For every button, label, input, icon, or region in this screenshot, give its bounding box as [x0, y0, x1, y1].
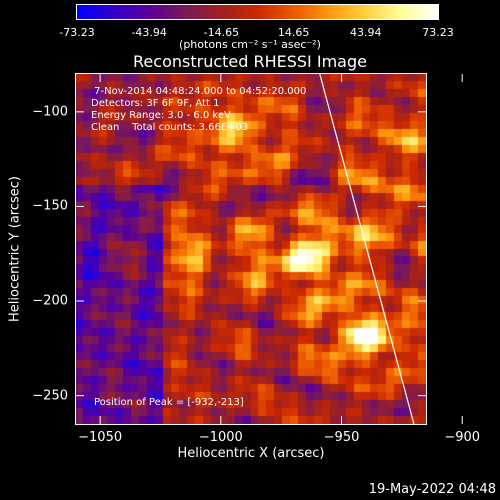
y-axis-label: Heliocentric Y (arcsec)	[7, 176, 23, 322]
observation-info-line: Clean Total counts: 3.66E+03	[91, 122, 249, 133]
colorbar-units: (photons cm⁻² s⁻¹ asec⁻²)	[179, 38, 321, 51]
y-axis-tick-label: −100	[32, 104, 68, 120]
solar-limb-line	[319, 73, 415, 425]
observation-info-line: 7-Nov-2014 04:48:24.000 to 04:52:20.000	[91, 86, 307, 97]
chart-title: Reconstructed RHESSI Image	[133, 52, 367, 71]
x-axis-label: Heliocentric X (arcsec)	[177, 446, 325, 461]
y-axis-tick-label: −150	[32, 198, 68, 214]
colorbar	[76, 4, 439, 20]
x-axis-tick-label: −950	[323, 430, 360, 445]
colorbar-tick-label: 73.23	[422, 26, 454, 39]
observation-info: 7-Nov-2014 04:48:24.000 to 04:52:20.000 D…	[91, 86, 306, 134]
colorbar-tick-label: -43.94	[131, 26, 167, 39]
x-axis-tick-label: −900	[444, 430, 481, 445]
observation-info-line: Detectors: 3F 6F 9F, Att 1	[91, 98, 220, 109]
plot-frame	[75, 73, 427, 425]
x-axis-tick-label: −1050	[78, 430, 123, 445]
colorbar-tick-label: -73.23	[59, 26, 95, 39]
y-axis-tick-label: −200	[32, 293, 68, 309]
heatmap-image	[76, 74, 426, 424]
footer-timestamp: 19-May-2022 04:48	[368, 482, 496, 497]
colorbar-tick-label: 14.65	[277, 26, 310, 39]
colorbar-tick-label: 43.94	[350, 26, 382, 39]
observation-info-line: Energy Range: 3.0 - 6.0 keV	[91, 110, 231, 121]
x-axis-tick-label: −1000	[198, 430, 243, 445]
y-axis-tick-label: −250	[32, 388, 68, 404]
colorbar-tick-label: -14.65	[203, 26, 240, 39]
peak-position-label: Position of Peak = [-932,-213]	[94, 397, 244, 408]
